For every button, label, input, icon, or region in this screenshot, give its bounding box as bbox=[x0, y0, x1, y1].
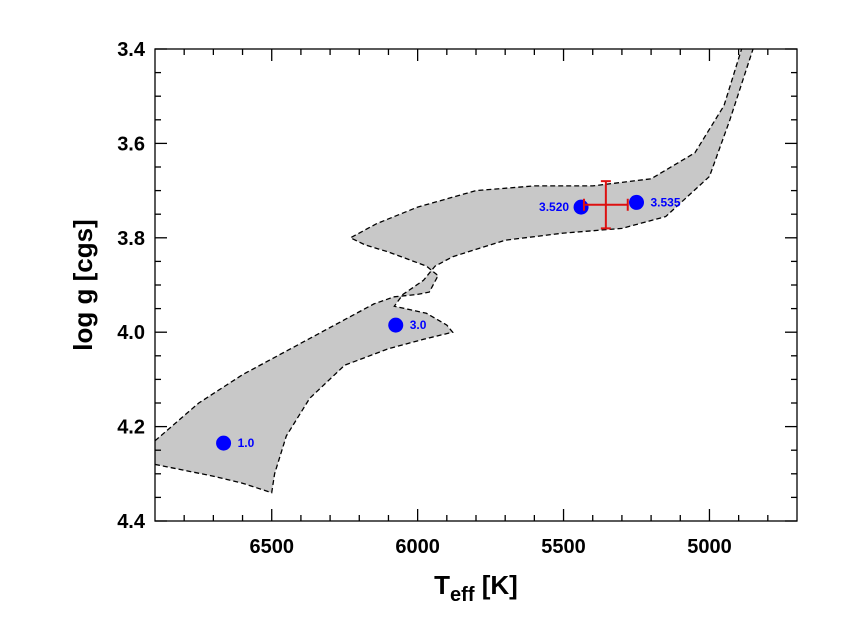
x-axis-title-unit: [K] bbox=[475, 570, 518, 600]
y-tick-label: 3.4 bbox=[117, 39, 146, 61]
model-point bbox=[216, 435, 232, 451]
track-band-fill bbox=[155, 49, 754, 493]
model-point-label: 1.0 bbox=[238, 436, 255, 450]
track-band bbox=[155, 49, 754, 494]
y-tick-label: 4.0 bbox=[117, 322, 145, 344]
x-axis-title: Teff [K] bbox=[434, 570, 518, 606]
model-point bbox=[388, 317, 404, 333]
y-tick-label: 3.8 bbox=[117, 228, 145, 250]
y-tick-label: 3.6 bbox=[117, 133, 145, 155]
y-tick-labels: 3.4 3.6 3.8 4.0 4.2 4.4 bbox=[117, 39, 146, 533]
y-tick-label: 4.4 bbox=[117, 511, 146, 533]
axis-ticks bbox=[155, 48, 797, 522]
x-axis-title-subscript: eff bbox=[450, 584, 475, 606]
track-band-upper-edge bbox=[155, 49, 743, 442]
observation-errorbar bbox=[582, 180, 629, 230]
x-tick-labels: 6500 6000 5500 5000 bbox=[249, 536, 731, 558]
x-tick-label: 6000 bbox=[395, 536, 440, 558]
model-point-label: 3.520 bbox=[539, 200, 569, 214]
model-point-label: 3.535 bbox=[651, 195, 681, 209]
y-tick-label: 4.2 bbox=[117, 417, 145, 439]
x-tick-label: 6500 bbox=[249, 536, 294, 558]
x-tick-label: 5000 bbox=[687, 536, 732, 558]
model-point-label: 3.0 bbox=[410, 318, 427, 332]
model-points: 1.0 3.0 3.520 3.535 bbox=[216, 194, 681, 451]
y-axis-title: log g [cgs] bbox=[68, 219, 98, 350]
x-tick-label: 5500 bbox=[541, 536, 586, 558]
track-band-lower-edge bbox=[155, 49, 754, 494]
x-axis-title-main: T bbox=[434, 570, 450, 600]
model-point bbox=[629, 194, 644, 210]
model-point bbox=[573, 199, 589, 215]
